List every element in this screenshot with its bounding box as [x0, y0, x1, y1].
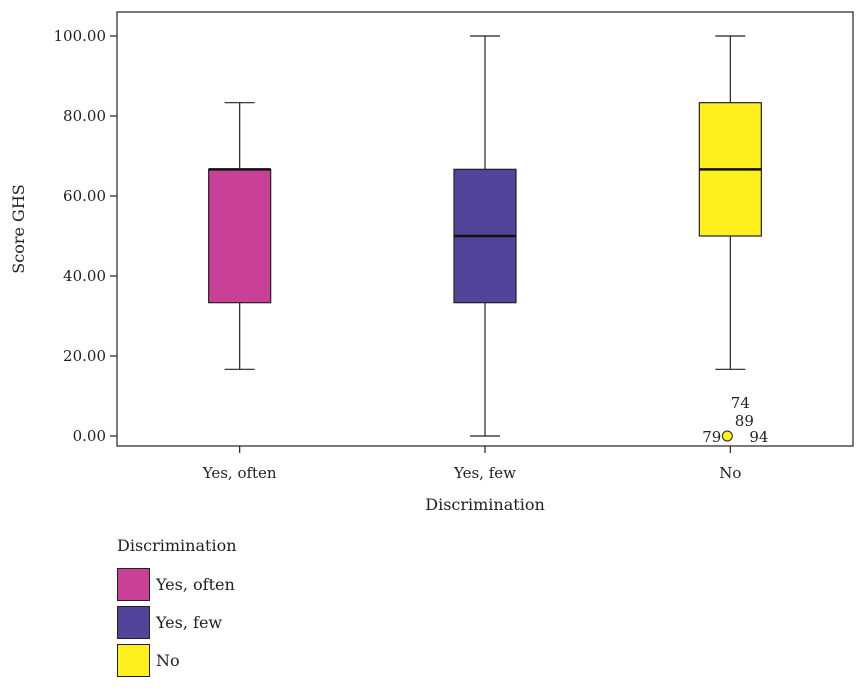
box-yes-few	[453, 35, 517, 437]
y-tick-label: 0.00	[73, 427, 106, 445]
outlier-label: 74	[731, 394, 750, 412]
x-axis-title: Discrimination	[425, 495, 545, 514]
outlier-label: 79	[702, 428, 721, 446]
legend-item-no: No	[117, 641, 237, 679]
x-tick-label-no: No	[719, 464, 741, 482]
outlier-label: 89	[735, 412, 754, 430]
y-tick-label: 40.00	[63, 267, 106, 285]
y-axis-title: Score GHS	[9, 184, 28, 273]
legend: Discrimination Yes, often Yes, few No	[117, 536, 237, 679]
legend-label-yes-few: Yes, few	[156, 612, 223, 632]
legend-item-yes-often: Yes, often	[117, 565, 237, 603]
box-yes-often	[208, 102, 272, 370]
legend-title: Discrimination	[117, 536, 237, 555]
y-tick-label: 20.00	[63, 347, 106, 365]
x-axis: Yes, often Yes, few No	[202, 446, 741, 482]
y-tick-label: 80.00	[63, 107, 106, 125]
legend-swatch-yes-often	[117, 567, 150, 601]
x-tick-label-yes-often: Yes, often	[202, 464, 277, 482]
outlier-point	[721, 430, 733, 442]
legend-swatch-yes-few	[117, 605, 150, 639]
y-axis: 0.00 20.00 40.00 60.00 80.00 100.00	[54, 27, 117, 445]
legend-swatch-no	[117, 643, 150, 677]
y-tick-label: 100.00	[54, 27, 107, 45]
x-tick-label-yes-few: Yes, few	[453, 464, 516, 482]
legend-label-yes-often: Yes, often	[156, 574, 235, 594]
legend-item-yes-few: Yes, few	[117, 603, 237, 641]
outlier-label: 94	[749, 428, 768, 446]
y-tick-label: 60.00	[63, 187, 106, 205]
iqr-box	[208, 168, 272, 304]
legend-label-no: No	[156, 650, 180, 670]
